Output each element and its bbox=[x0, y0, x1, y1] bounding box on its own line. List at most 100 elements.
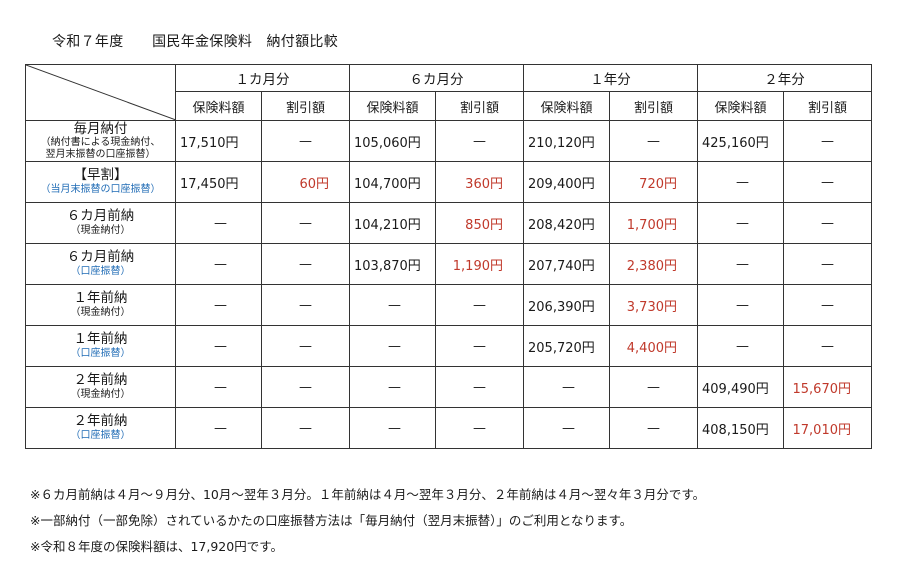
discount-amount-cell: — bbox=[609, 366, 698, 408]
discount-amount-cell: — bbox=[609, 407, 698, 449]
discount-amount-cell: — bbox=[261, 284, 350, 326]
discount-amount-cell: — bbox=[783, 161, 872, 203]
column-header: 保険料額 bbox=[349, 91, 436, 121]
premium-amount-cell: 104,210円 bbox=[349, 202, 436, 244]
payment-method-label: １年前納 （口座振替） bbox=[25, 325, 176, 367]
payment-method-name: ２年前納 bbox=[73, 372, 128, 389]
payment-method-label: ６カ月前納 （現金納付） bbox=[25, 202, 176, 244]
payment-method-row: ２年前納 （現金納付） — — — — — —409,490円 15,670円 bbox=[25, 366, 872, 408]
payment-method-name: １年前納 bbox=[73, 331, 128, 348]
period-header: １年分 bbox=[523, 64, 698, 92]
discount-amount-cell: — bbox=[783, 202, 872, 244]
discount-amount-cell: 720円 bbox=[609, 161, 698, 203]
payment-method-row: １年前納 （口座振替） — — — —205,720円 4,400円 — — bbox=[25, 325, 872, 367]
premium-amount-cell: 103,870円 bbox=[349, 243, 436, 285]
payment-method-detail: （当月末振替の口座振替） bbox=[40, 184, 161, 195]
discount-amount-cell: — bbox=[435, 325, 524, 367]
discount-amount-cell: 850円 bbox=[435, 202, 524, 244]
discount-amount-cell: 1,700円 bbox=[609, 202, 698, 244]
discount-amount-cell: — bbox=[261, 120, 350, 162]
premium-amount-cell: — bbox=[697, 325, 784, 367]
payment-method-row: ６カ月前納 （現金納付） — —104,210円 850円 208,420円 1,700円 —… bbox=[25, 202, 872, 244]
discount-amount-cell: 17,010円 bbox=[783, 407, 872, 449]
discount-amount-cell: — bbox=[261, 325, 350, 367]
column-header: 割引額 bbox=[783, 91, 872, 121]
payment-method-detail: （現金納付） bbox=[70, 225, 131, 236]
column-header: 保険料額 bbox=[175, 91, 262, 121]
payment-method-label: ２年前納 （口座振替） bbox=[25, 407, 176, 449]
discount-amount-cell: — bbox=[435, 366, 524, 408]
premium-amount-cell: 105,060円 bbox=[349, 120, 436, 162]
premium-amount-cell: — bbox=[523, 407, 610, 449]
discount-amount-cell: — bbox=[783, 325, 872, 367]
column-header: 割引額 bbox=[435, 91, 524, 121]
discount-amount-cell: 60円 bbox=[261, 161, 350, 203]
payment-method-detail: （現金納付） bbox=[70, 307, 131, 318]
discount-amount-cell: — bbox=[261, 366, 350, 408]
payment-method-detail: （納付書による現金納付、 bbox=[40, 137, 161, 149]
period-header: ２年分 bbox=[697, 64, 872, 92]
premium-amount-cell: 207,740円 bbox=[523, 243, 610, 285]
premium-amount-cell: 17,510円 bbox=[175, 120, 262, 162]
premium-amount-cell: — bbox=[349, 325, 436, 367]
discount-amount-cell: — bbox=[261, 407, 350, 449]
payment-method-detail: 翌月末振替の口座振替） bbox=[45, 148, 156, 160]
discount-amount-cell: 15,670円 bbox=[783, 366, 872, 408]
payment-method-row: ６カ月前納 （口座振替） — —103,870円 1,190円 207,740円 2,380… bbox=[25, 243, 872, 285]
premium-amount-cell: — bbox=[697, 161, 784, 203]
column-header: 割引額 bbox=[609, 91, 698, 121]
discount-amount-cell: — bbox=[261, 202, 350, 244]
corner-cell bbox=[25, 64, 176, 121]
discount-amount-cell: — bbox=[609, 120, 698, 162]
premium-amount-cell: — bbox=[175, 407, 262, 449]
payment-method-label: 【早割】 （当月末振替の口座振替） bbox=[25, 161, 176, 203]
payment-method-row: ２年前納 （口座振替） — — — — — —408,150円 17,010円 bbox=[25, 407, 872, 449]
discount-amount-cell: 4,400円 bbox=[609, 325, 698, 367]
premium-amount-cell: 206,390円 bbox=[523, 284, 610, 326]
discount-amount-cell: — bbox=[261, 243, 350, 285]
payment-method-name: ６カ月前納 bbox=[66, 208, 135, 225]
premium-amount-cell: 208,420円 bbox=[523, 202, 610, 244]
premium-amount-cell: — bbox=[349, 366, 436, 408]
payment-method-row: 【早割】 （当月末振替の口座振替） 17,450円 60円 104,700円 360円 20… bbox=[25, 161, 872, 203]
column-header: 保険料額 bbox=[697, 91, 784, 121]
premium-amount-cell: — bbox=[697, 243, 784, 285]
payment-method-detail: （口座振替） bbox=[70, 430, 131, 441]
payment-method-name: １年前納 bbox=[73, 290, 128, 307]
payment-method-label: ６カ月前納 （口座振替） bbox=[25, 243, 176, 285]
discount-amount-cell: — bbox=[783, 243, 872, 285]
premium-amount-cell: 210,120円 bbox=[523, 120, 610, 162]
column-header: 保険料額 bbox=[523, 91, 610, 121]
note-line: ※６カ月前納は４月～９月分、10月～翌年３月分。１年前納は４月～翌年３月分、２年… bbox=[30, 487, 706, 502]
payment-method-name: ２年前納 bbox=[73, 413, 128, 430]
payment-method-detail: （現金納付） bbox=[70, 389, 131, 400]
premium-amount-cell: — bbox=[175, 284, 262, 326]
payment-method-name: 【早割】 bbox=[73, 167, 128, 184]
premium-amount-cell: — bbox=[349, 284, 436, 326]
notes: ※６カ月前納は４月～９月分、10月～翌年３月分。１年前納は４月～翌年３月分、２年… bbox=[30, 482, 705, 560]
payment-method-row: １年前納 （現金納付） — — — —206,390円 3,730円 — — bbox=[25, 284, 872, 326]
premium-amount-cell: 408,150円 bbox=[697, 407, 784, 449]
payment-method-name: ６カ月前納 bbox=[66, 249, 135, 266]
discount-amount-cell: 3,730円 bbox=[609, 284, 698, 326]
discount-amount-cell: — bbox=[435, 407, 524, 449]
premium-amount-cell: 205,720円 bbox=[523, 325, 610, 367]
note-line: ※一部納付（一部免除）されているかたの口座振替方法は「毎月納付（翌月末振替）」の… bbox=[30, 513, 633, 528]
discount-amount-cell: — bbox=[435, 284, 524, 326]
column-header: 割引額 bbox=[261, 91, 350, 121]
period-header: ６カ月分 bbox=[349, 64, 524, 92]
page-title: 令和７年度 国民年金保険料 納付額比較 bbox=[52, 34, 338, 50]
discount-amount-cell: 2,380円 bbox=[609, 243, 698, 285]
discount-amount-cell: — bbox=[783, 284, 872, 326]
discount-amount-cell: — bbox=[435, 120, 524, 162]
premium-amount-cell: — bbox=[175, 243, 262, 285]
premium-amount-cell: — bbox=[175, 202, 262, 244]
payment-method-detail: （口座振替） bbox=[70, 266, 131, 277]
premium-amount-cell: — bbox=[175, 325, 262, 367]
premium-amount-cell: — bbox=[175, 366, 262, 408]
discount-amount-cell: 1,190円 bbox=[435, 243, 524, 285]
note-line: ※令和８年度の保険料額は、17,920円です。 bbox=[30, 539, 283, 554]
diagonal-line bbox=[26, 65, 175, 120]
premium-amount-cell: — bbox=[523, 366, 610, 408]
payment-method-row: 毎月納付 （納付書による現金納付、 翌月末振替の口座振替） 17,510円 —105,0… bbox=[25, 120, 872, 162]
